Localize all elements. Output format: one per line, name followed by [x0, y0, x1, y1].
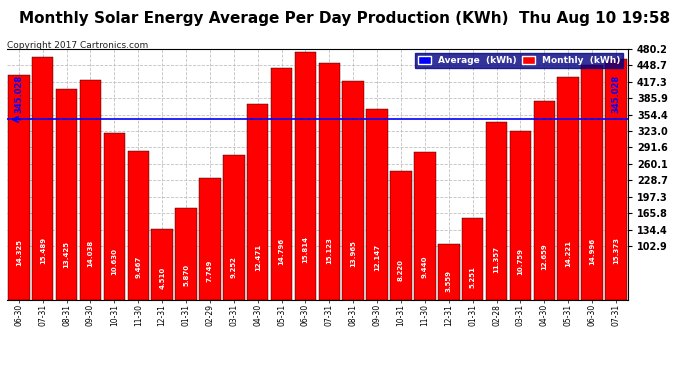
Text: 8.220: 8.220	[398, 259, 404, 280]
Bar	[175, 208, 197, 300]
Bar	[295, 52, 316, 300]
Bar	[271, 68, 293, 300]
Bar	[104, 133, 125, 300]
Bar	[438, 244, 460, 300]
Text: 9.467: 9.467	[135, 255, 141, 278]
Text: 345.028: 345.028	[14, 75, 23, 113]
Text: 7.749: 7.749	[207, 260, 213, 282]
Text: 10.759: 10.759	[518, 248, 524, 274]
Text: 15.814: 15.814	[302, 236, 308, 263]
Text: 15.123: 15.123	[326, 237, 333, 264]
Bar	[462, 217, 484, 300]
Bar	[391, 171, 412, 300]
Bar	[80, 80, 101, 300]
Text: 15.373: 15.373	[613, 237, 619, 264]
Text: 9.440: 9.440	[422, 255, 428, 278]
Bar	[510, 131, 531, 300]
Text: 12.147: 12.147	[374, 244, 380, 272]
Bar	[342, 81, 364, 300]
Bar	[366, 110, 388, 300]
Text: Monthly Solar Energy Average Per Day Production (KWh)  Thu Aug 10 19:58: Monthly Solar Energy Average Per Day Pro…	[19, 11, 671, 26]
Bar	[486, 122, 507, 300]
Text: 13.425: 13.425	[63, 242, 70, 268]
Text: 5.251: 5.251	[470, 266, 475, 288]
Bar	[581, 64, 603, 300]
Bar	[533, 101, 555, 300]
Text: 12.659: 12.659	[541, 243, 547, 270]
Text: Copyright 2017 Cartronics.com: Copyright 2017 Cartronics.com	[7, 41, 148, 50]
Bar	[199, 178, 221, 300]
Bar	[414, 152, 435, 300]
Bar	[247, 104, 268, 300]
Text: 5.870: 5.870	[183, 264, 189, 286]
Text: 10.630: 10.630	[111, 248, 117, 275]
Text: 345.028: 345.028	[611, 75, 620, 113]
Bar	[56, 89, 77, 300]
Legend: Average  (kWh), Monthly  (kWh): Average (kWh), Monthly (kWh)	[415, 53, 623, 68]
Text: 14.996: 14.996	[589, 238, 595, 265]
Text: 13.965: 13.965	[351, 240, 356, 267]
Bar	[32, 57, 54, 300]
Bar	[319, 63, 340, 300]
Text: 12.471: 12.471	[255, 243, 261, 271]
Text: 9.252: 9.252	[230, 256, 237, 278]
Bar	[128, 152, 149, 300]
Bar	[223, 155, 244, 300]
Bar	[151, 229, 173, 300]
Bar	[605, 59, 627, 300]
Text: 14.325: 14.325	[16, 239, 22, 266]
Text: 14.221: 14.221	[565, 240, 571, 267]
Text: 11.357: 11.357	[493, 246, 500, 273]
Text: 4.510: 4.510	[159, 267, 165, 290]
Text: 14.796: 14.796	[279, 238, 284, 265]
Bar	[8, 75, 30, 300]
Bar	[558, 77, 579, 300]
Text: 15.489: 15.489	[40, 236, 46, 264]
Text: 3.559: 3.559	[446, 270, 452, 292]
Text: 14.038: 14.038	[88, 240, 94, 267]
